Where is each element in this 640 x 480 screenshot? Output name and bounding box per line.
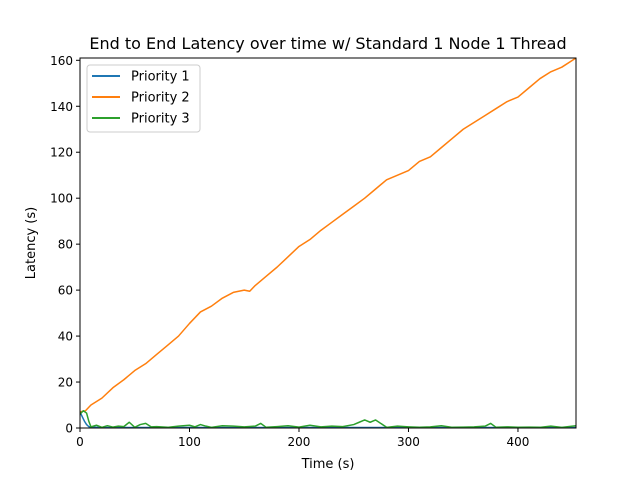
y-tick-label: 80 xyxy=(58,238,73,252)
legend-label-priority-1: Priority 1 xyxy=(131,70,190,85)
y-tick-label: 100 xyxy=(50,192,73,206)
x-axis-ticks: 0 100 200 300 400 xyxy=(76,428,529,449)
series-line-priority-3 xyxy=(80,410,576,428)
y-tick-label: 60 xyxy=(58,284,73,298)
x-tick-label: 300 xyxy=(397,435,420,449)
plot-frame xyxy=(79,57,577,429)
series-line-priority-1 xyxy=(80,411,576,428)
x-tick-label: 100 xyxy=(178,435,201,449)
x-tick-label: 200 xyxy=(288,435,311,449)
legend-label-priority-3: Priority 3 xyxy=(131,112,190,127)
y-tick-label: 140 xyxy=(50,100,73,114)
x-tick-label: 0 xyxy=(76,435,84,449)
legend-box xyxy=(86,64,201,133)
legend-label-priority-2: Priority 2 xyxy=(131,91,190,106)
y-axis-ticks: 0 20 40 60 80 100 120 140 160 xyxy=(50,54,80,436)
y-tick-label: 0 xyxy=(65,422,73,436)
legend: Priority 1 Priority 2 Priority 3 xyxy=(86,64,201,133)
chart-title: End to End Latency over time w/ Standard… xyxy=(89,34,566,53)
series-line-priority-2 xyxy=(80,58,576,413)
x-axis-label: Time (s) xyxy=(301,457,355,472)
y-tick-label: 40 xyxy=(58,330,73,344)
y-tick-label: 120 xyxy=(50,146,73,160)
y-tick-label: 20 xyxy=(58,376,73,390)
y-axis-label: Latency (s) xyxy=(24,207,39,279)
x-tick-label: 400 xyxy=(507,435,530,449)
y-tick-label: 160 xyxy=(50,54,73,68)
